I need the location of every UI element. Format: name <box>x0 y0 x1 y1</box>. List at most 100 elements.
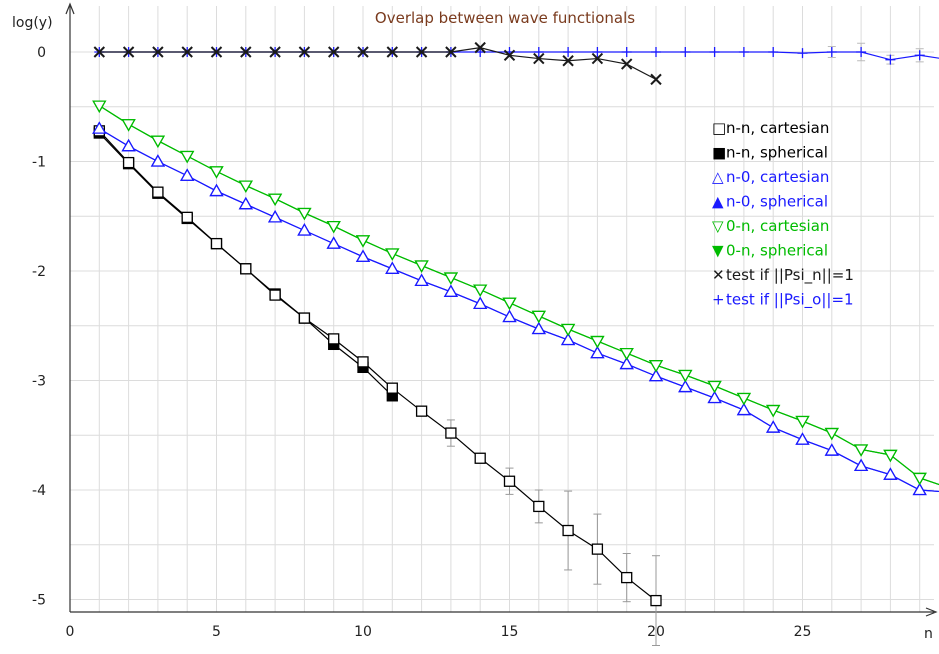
data-point <box>912 472 927 486</box>
data-point <box>240 263 252 275</box>
data-point <box>181 46 193 58</box>
data-point <box>122 46 135 58</box>
data-point <box>474 41 486 54</box>
data-point <box>826 47 837 57</box>
data-point <box>680 47 691 57</box>
data-point <box>736 392 752 406</box>
data-point <box>912 482 927 496</box>
data-point <box>445 427 457 439</box>
data-point <box>824 427 839 441</box>
data-point <box>619 347 634 361</box>
data-point <box>531 321 546 335</box>
data-point <box>503 49 516 61</box>
data-point <box>357 46 369 58</box>
data-point <box>269 289 281 301</box>
data-point <box>709 47 720 57</box>
chart-title: Overlap between wave functionals <box>375 9 635 27</box>
tick-labels: 0 5 10 15 20 250-1-2-3-4-5 <box>32 45 811 640</box>
legend-entry: n-n, spherical <box>726 144 828 162</box>
data-point <box>591 543 604 555</box>
data-point <box>327 46 340 58</box>
data-point <box>150 154 166 167</box>
data-point <box>414 273 429 287</box>
data-point <box>591 52 604 65</box>
data-point <box>414 260 429 273</box>
data-point <box>502 309 517 323</box>
data-point <box>386 46 399 58</box>
data-point <box>766 404 781 418</box>
x-tick-label: 15 <box>501 624 519 640</box>
data-point <box>385 248 400 261</box>
legend-marker-icon: ✕ <box>712 266 725 284</box>
data-point <box>650 73 662 86</box>
x-axis-arrow-icon <box>925 607 938 617</box>
data-point <box>562 524 574 537</box>
x-tick-label: 10 <box>354 624 372 640</box>
y-tick-label: -5 <box>32 593 46 609</box>
data-point <box>152 46 164 58</box>
legend-entry: test if ||Psi_o||=1 <box>726 291 854 310</box>
data-point <box>385 261 400 274</box>
legend-entry: n-0, cartesian <box>726 168 829 186</box>
data-point <box>297 223 312 236</box>
data-point <box>180 168 195 181</box>
data-point <box>768 47 779 57</box>
data-point <box>357 356 369 368</box>
data-point <box>210 237 223 250</box>
legend-marker-icon: ▲ <box>712 193 724 211</box>
legend-entry: 0-n, spherical <box>726 242 828 260</box>
data-point <box>238 180 253 193</box>
data-point <box>853 458 869 472</box>
data-point <box>150 135 166 149</box>
series-line <box>99 47 657 80</box>
data-point <box>621 571 633 584</box>
data-point <box>121 119 136 132</box>
data-point <box>533 52 545 65</box>
y-tick-label: -3 <box>32 374 46 390</box>
data-point <box>209 166 224 179</box>
legend-marker-icon: □ <box>712 119 726 137</box>
legend-entry: n-0, spherical <box>726 193 828 211</box>
data-point <box>152 186 164 198</box>
x-tick-label: 5 <box>212 624 221 640</box>
y-axis-label: log(y) <box>12 15 53 31</box>
data-point <box>562 55 574 67</box>
data-point <box>92 100 107 113</box>
legend-marker-icon: ▽ <box>712 217 724 235</box>
y-tick-label: -1 <box>32 155 46 171</box>
data-point <box>502 297 517 311</box>
data-point <box>590 335 605 349</box>
data-point <box>269 46 281 58</box>
grid <box>70 6 934 612</box>
data-point <box>651 47 661 57</box>
data-point <box>678 379 693 393</box>
x-tick-label: 25 <box>794 624 812 640</box>
data-point <box>592 47 603 57</box>
data-point <box>563 47 574 57</box>
data-point <box>856 47 867 57</box>
data-point <box>795 415 810 429</box>
series-n-n-cartesian <box>93 125 662 646</box>
data-point <box>503 475 516 487</box>
data-point <box>415 46 428 58</box>
data-point <box>738 47 749 57</box>
data-point <box>297 207 312 221</box>
data-point <box>93 46 106 58</box>
data-point <box>560 332 576 346</box>
data-point <box>620 58 633 70</box>
series-test-if-psi-n-1 <box>93 41 662 86</box>
data-point <box>121 138 136 152</box>
y-axis-arrow-icon <box>65 2 75 15</box>
data-point <box>298 46 311 58</box>
data-point <box>621 47 632 57</box>
legend-marker-icon: ■ <box>712 144 726 162</box>
data-point <box>355 235 371 248</box>
data-point <box>707 380 722 394</box>
data-point <box>853 444 869 457</box>
data-point <box>824 443 839 456</box>
data-point <box>386 382 398 394</box>
y-tick-label: -2 <box>32 264 46 280</box>
data-point <box>619 356 634 370</box>
data-point <box>707 390 722 404</box>
